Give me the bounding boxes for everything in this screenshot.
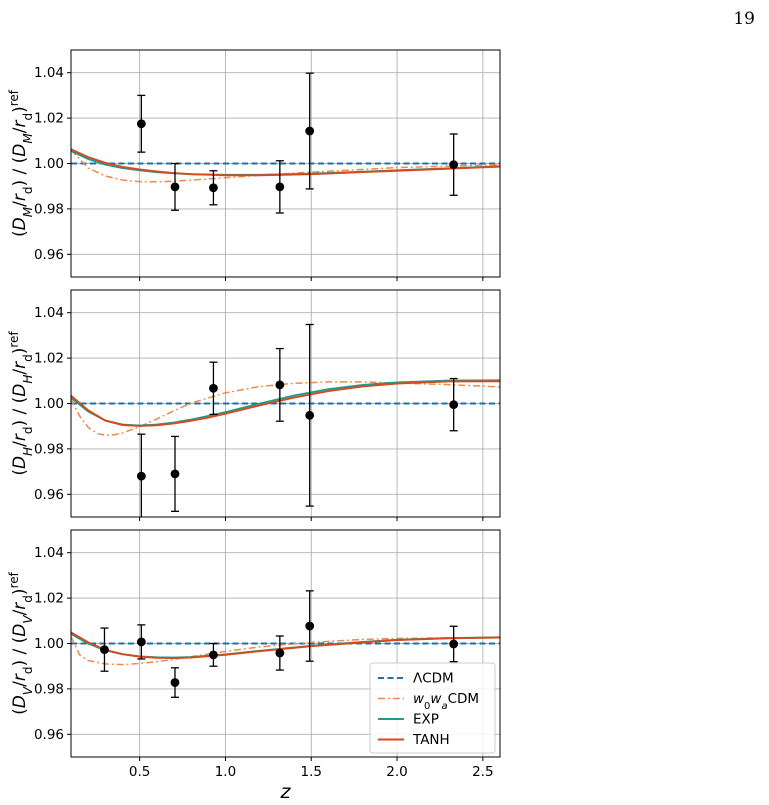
x-tick-label: 2.5 [472,764,493,780]
data-point [209,642,218,667]
y-tick-label: 0.98 [34,441,64,457]
data-marker [136,119,146,129]
data-point [100,627,109,672]
y-tick-label: 1.02 [34,351,64,367]
y-axis-label: (DH/rd) / (DH/rd)ref [7,331,35,476]
series-line-w0wacdm [71,149,500,183]
x-tick-label: 0.5 [129,764,150,780]
page-number: 19 [733,9,755,29]
y-tick-label: 0.98 [34,681,64,697]
x-tick-label: 1.5 [300,764,321,780]
x-tick-label: 1.0 [215,764,236,780]
data-marker [449,639,459,649]
data-marker [305,621,315,631]
data-point [275,160,285,214]
data-marker [449,160,459,170]
data-marker [170,678,180,687]
y-tick-label: 1.04 [34,305,64,321]
data-marker [305,126,315,136]
data-point [170,162,180,211]
data-marker [209,650,218,660]
y-axis-label: (DV/rd) / (DV/rd)ref [7,571,35,714]
data-point [275,347,285,422]
legend-label-exp: EXP [413,712,439,728]
data-marker [305,410,315,420]
legend-label-w0wacdm: w0waCDM [413,691,479,712]
data-marker [275,648,285,658]
data-point [449,625,459,663]
series-line-tanh [71,380,500,427]
legend-label-tanh: TANH [412,732,450,748]
series-line-w0wacdm [71,636,500,666]
data-point [136,624,146,660]
y-tick-label: 0.98 [34,201,64,217]
data-marker [275,380,285,390]
y-tick-label: 1.04 [34,65,64,81]
legend-label-lcdm: ΛCDM [413,671,454,687]
data-point [305,72,315,190]
data-marker [275,182,285,192]
y-tick-label: 1.04 [34,545,64,561]
series-line-tanh [71,148,500,177]
panel-dv: 0.96 0.98 1.00 1.02 1.04 0.5 1.0 1.5 2.0 2.5 (DV/r… [7,529,501,803]
series-line-exp [71,633,500,659]
data-marker [449,400,459,410]
data-marker [209,183,218,193]
data-point [305,590,315,662]
data-point [449,377,459,432]
y-tick-label: 0.96 [34,727,64,743]
y-tick-label: 1.02 [34,591,64,607]
x-tick-label: 2.0 [386,764,407,780]
data-point [209,361,218,416]
y-tick-label: 1.02 [34,111,64,127]
y-axis-label: (DM/rd) / (DM/rd)ref [7,89,35,237]
panel-dh: 0.96 0.98 1.00 1.02 1.04 (DH/rd) / (DH/rd)ref [7,289,501,521]
y-tick-label: 0.96 [34,247,64,263]
data-marker [136,637,146,647]
data-marker [100,645,109,655]
y-tick-label: 1.00 [34,636,64,652]
y-tick-label: 0.96 [34,487,64,503]
series-line-w0wacdm [71,381,500,437]
data-marker [136,471,146,481]
data-point [170,435,180,512]
data-point [170,667,180,698]
panel-dm: 0.96 0.98 1.00 1.02 1.04 (DM/rd) / (DM/rd)ref [7,49,501,281]
data-point [275,635,285,671]
series-line-tanh [71,631,500,659]
y-tick-label: 1.00 [34,156,64,172]
data-marker [170,469,180,479]
data-point [136,433,146,517]
y-tick-label: 1.00 [34,396,64,412]
data-point [449,133,459,196]
x-axis-label: z [280,781,292,803]
data-marker [209,383,218,393]
data-marker [170,182,180,192]
legend-box [369,662,496,754]
data-point [305,323,315,507]
data-point [136,94,146,153]
data-point [209,170,218,206]
